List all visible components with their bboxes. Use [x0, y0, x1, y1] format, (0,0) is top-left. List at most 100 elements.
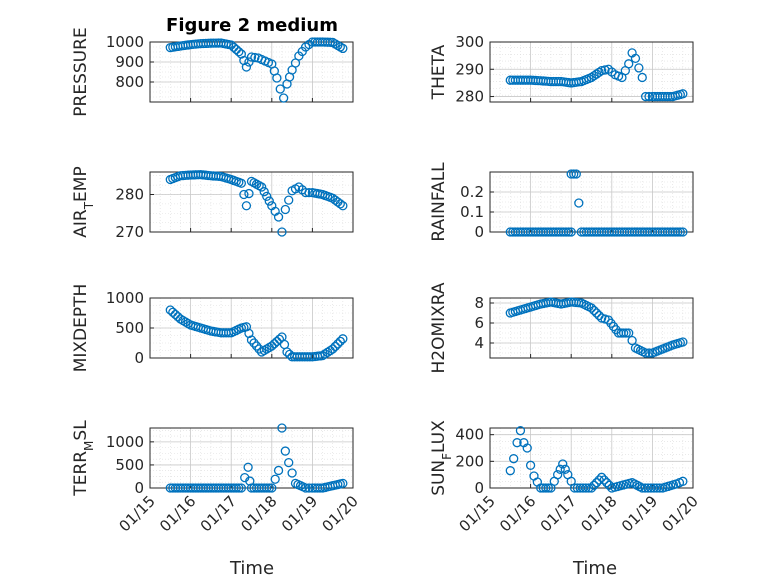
data-point	[249, 338, 259, 348]
y-tick-label: 800	[115, 73, 144, 91]
data-point	[338, 334, 348, 344]
data-point	[569, 169, 579, 179]
data-point	[241, 201, 252, 211]
data-point	[264, 196, 274, 206]
y-tick-label: 1000	[106, 289, 144, 307]
y-axis-label: THETA	[429, 44, 449, 100]
data-point	[284, 457, 294, 468]
data-point	[678, 476, 688, 486]
figure-title: Figure 2 medium	[166, 15, 338, 36]
data-point	[505, 466, 515, 476]
axes-frame	[489, 171, 694, 233]
data-point	[541, 483, 551, 493]
data-point	[241, 62, 252, 72]
data-point	[287, 468, 297, 478]
data-point	[251, 341, 262, 351]
data-point	[555, 464, 565, 474]
y-axis-label: PRESSURE	[71, 27, 91, 116]
y-tick-label: 0	[134, 349, 144, 367]
data-point	[571, 169, 581, 179]
data-point	[277, 227, 287, 237]
data-point	[597, 65, 607, 76]
data-point	[574, 198, 584, 208]
y-tick-label: 0.2	[460, 183, 484, 201]
y-tick-label: 6	[474, 314, 484, 332]
x-tick-label: 01/16	[156, 492, 199, 535]
data-point	[278, 93, 289, 103]
y-tick-label: 8	[474, 294, 484, 312]
data-point	[637, 72, 647, 83]
data-point	[678, 337, 688, 347]
y-tick-label: 1000	[106, 433, 144, 451]
data-point	[643, 483, 653, 493]
data-point	[618, 328, 629, 338]
y-tick-label: 1000	[106, 33, 144, 51]
data-point	[277, 423, 287, 433]
y-axis-label: SUNFLUX	[429, 420, 454, 496]
y-tick-label: 270	[115, 223, 144, 241]
data-point	[675, 227, 685, 237]
data-point	[236, 483, 247, 493]
y-tick-label: 280	[115, 186, 144, 204]
y-tick-label: 500	[115, 319, 144, 337]
data-point	[509, 454, 519, 464]
data-point	[338, 43, 348, 54]
data-point	[673, 227, 683, 237]
data-point	[244, 57, 254, 67]
y-tick-label: 0	[474, 479, 484, 497]
data-point	[529, 471, 539, 481]
data-point	[584, 483, 594, 493]
data-point	[246, 52, 257, 62]
data-point	[586, 303, 597, 313]
data-point	[274, 334, 285, 344]
data-point	[280, 446, 290, 456]
y-tick-label: 290	[455, 60, 484, 78]
x-tick-label: 01/20	[659, 492, 702, 535]
y-tick-label: 280	[455, 88, 484, 106]
data-point	[589, 305, 599, 316]
data-point	[597, 472, 607, 482]
data-point	[250, 52, 260, 63]
data-point	[234, 483, 244, 493]
axes-frame	[489, 297, 694, 359]
data-point	[564, 227, 574, 237]
data-point	[335, 199, 345, 209]
data-point	[267, 483, 277, 493]
y-tick-label: 900	[115, 53, 144, 71]
data-point	[273, 212, 284, 222]
axes-frame	[149, 171, 354, 233]
data-point	[262, 191, 272, 202]
data-point	[558, 459, 568, 469]
data-point	[560, 464, 570, 474]
data-point	[624, 59, 634, 69]
y-tick-label: 4	[474, 334, 484, 352]
data-point	[566, 227, 576, 237]
data-point	[640, 348, 651, 358]
axes-frame	[149, 41, 354, 103]
y-tick-label: 0.1	[460, 203, 484, 221]
data-point	[640, 483, 650, 493]
y-tick-label: 300	[455, 33, 484, 51]
data-point	[621, 328, 631, 338]
x-tick-label: 01/18	[237, 492, 280, 535]
data-point	[264, 483, 274, 493]
data-point	[272, 73, 282, 83]
data-point	[591, 308, 602, 318]
x-tick-label: 01/19	[618, 492, 661, 535]
data-point	[245, 476, 255, 486]
data-point	[602, 478, 612, 488]
data-point	[279, 339, 290, 350]
x-tick-label: 01/18	[577, 492, 620, 535]
y-axis-label: TERRMSL	[71, 420, 96, 497]
subplot-mid2-right: 4 6 8 H2OMIXRA	[429, 282, 694, 374]
data-point	[328, 344, 338, 354]
axes-frame	[489, 41, 694, 103]
data-point	[273, 465, 284, 476]
data-point	[325, 37, 335, 47]
data-point	[239, 189, 249, 200]
y-tick-label: 500	[115, 456, 144, 474]
data-point	[284, 195, 294, 205]
